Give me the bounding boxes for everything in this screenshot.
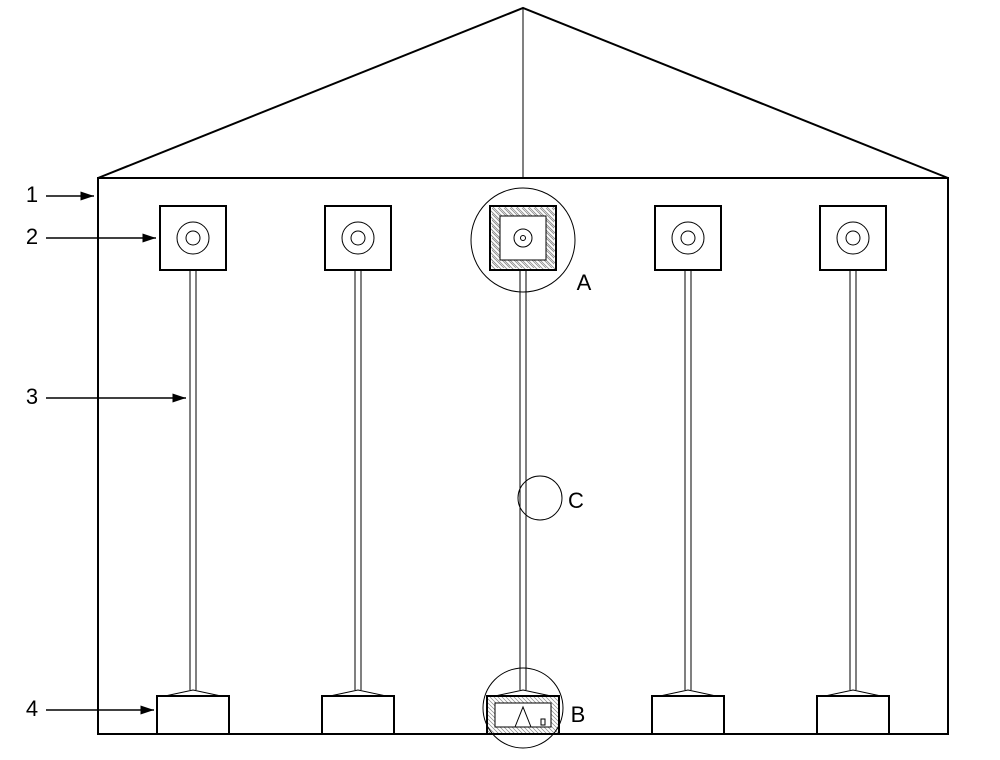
diagram-container: A B C 1 2 3 4 <box>0 0 1000 760</box>
detail-label-a: A <box>577 270 592 295</box>
detail-label-b: B <box>571 702 586 727</box>
callout-label-1: 1 <box>26 182 38 207</box>
detail-label-c: C <box>568 488 584 513</box>
callout-label-4: 4 <box>26 696 38 721</box>
diagram-svg: A B C 1 2 3 4 <box>0 0 1000 760</box>
callout-label-2: 2 <box>26 224 38 249</box>
callout-label-3: 3 <box>26 384 38 409</box>
